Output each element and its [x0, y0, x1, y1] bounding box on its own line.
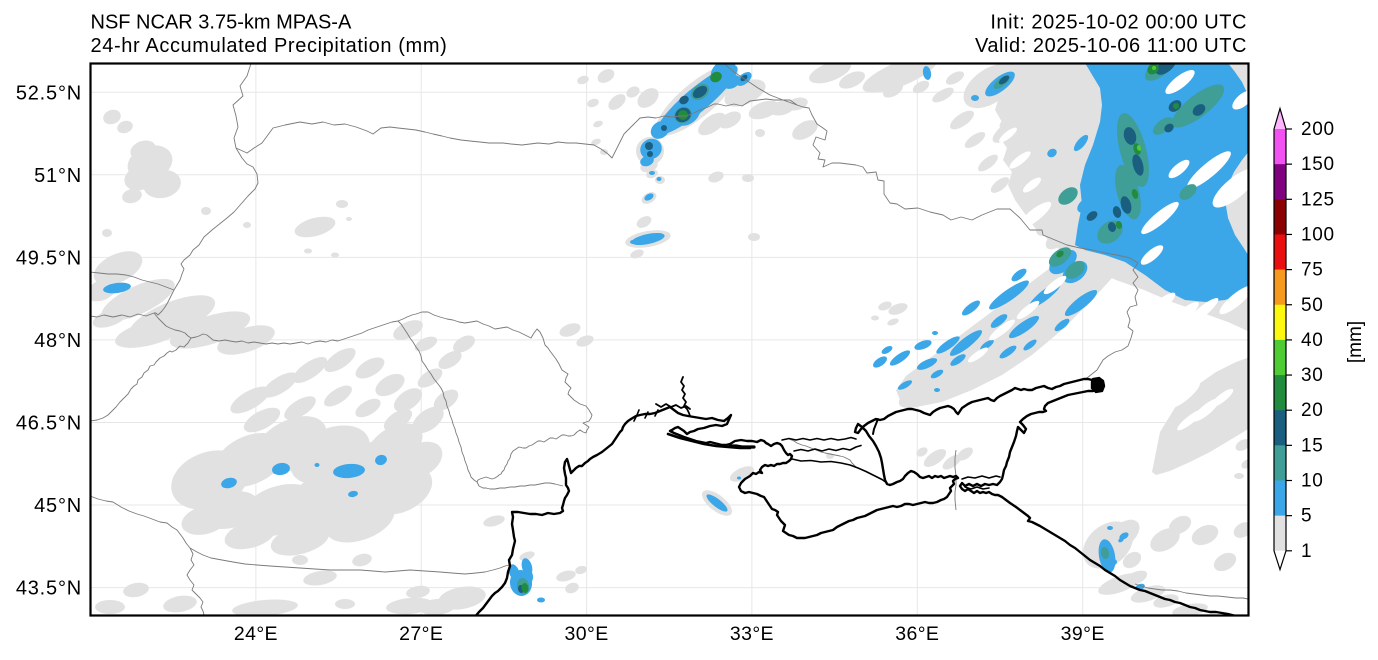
svg-text:200: 200	[1301, 119, 1335, 140]
svg-text:49.5°N: 49.5°N	[16, 247, 82, 269]
svg-text:100: 100	[1301, 224, 1335, 245]
svg-text:24°E: 24°E	[234, 623, 278, 645]
svg-text:5: 5	[1301, 506, 1312, 527]
svg-text:Init: 2025-10-02 00:00 UTC: Init: 2025-10-02 00:00 UTC	[990, 12, 1247, 34]
svg-text:36°E: 36°E	[895, 623, 939, 645]
svg-text:48°N: 48°N	[34, 330, 82, 352]
svg-text:46.5°N: 46.5°N	[16, 413, 82, 435]
svg-text:30: 30	[1301, 365, 1324, 386]
svg-text:[mm]: [mm]	[1345, 321, 1366, 363]
svg-text:52.5°N: 52.5°N	[16, 82, 82, 104]
svg-text:45°N: 45°N	[34, 495, 82, 517]
svg-text:50: 50	[1301, 295, 1324, 316]
svg-text:NSF NCAR 3.75-km MPAS-A: NSF NCAR 3.75-km MPAS-A	[91, 12, 352, 34]
svg-text:15: 15	[1301, 435, 1324, 456]
svg-text:150: 150	[1301, 154, 1335, 175]
svg-text:125: 125	[1301, 189, 1335, 210]
svg-text:40: 40	[1301, 330, 1324, 351]
svg-text:30°E: 30°E	[565, 623, 609, 645]
svg-text:39°E: 39°E	[1061, 623, 1105, 645]
svg-text:24-hr Accumulated Precipitatio: 24-hr Accumulated Precipitation (mm)	[91, 35, 448, 57]
svg-text:33°E: 33°E	[730, 623, 774, 645]
svg-text:Valid: 2025-10-06 11:00 UTC: Valid: 2025-10-06 11:00 UTC	[975, 35, 1247, 57]
svg-text:1: 1	[1301, 541, 1312, 562]
svg-text:20: 20	[1301, 400, 1324, 421]
svg-text:75: 75	[1301, 260, 1324, 281]
svg-text:10: 10	[1301, 471, 1324, 492]
svg-text:51°N: 51°N	[34, 165, 82, 187]
svg-text:43.5°N: 43.5°N	[16, 578, 82, 600]
svg-text:27°E: 27°E	[399, 623, 443, 645]
